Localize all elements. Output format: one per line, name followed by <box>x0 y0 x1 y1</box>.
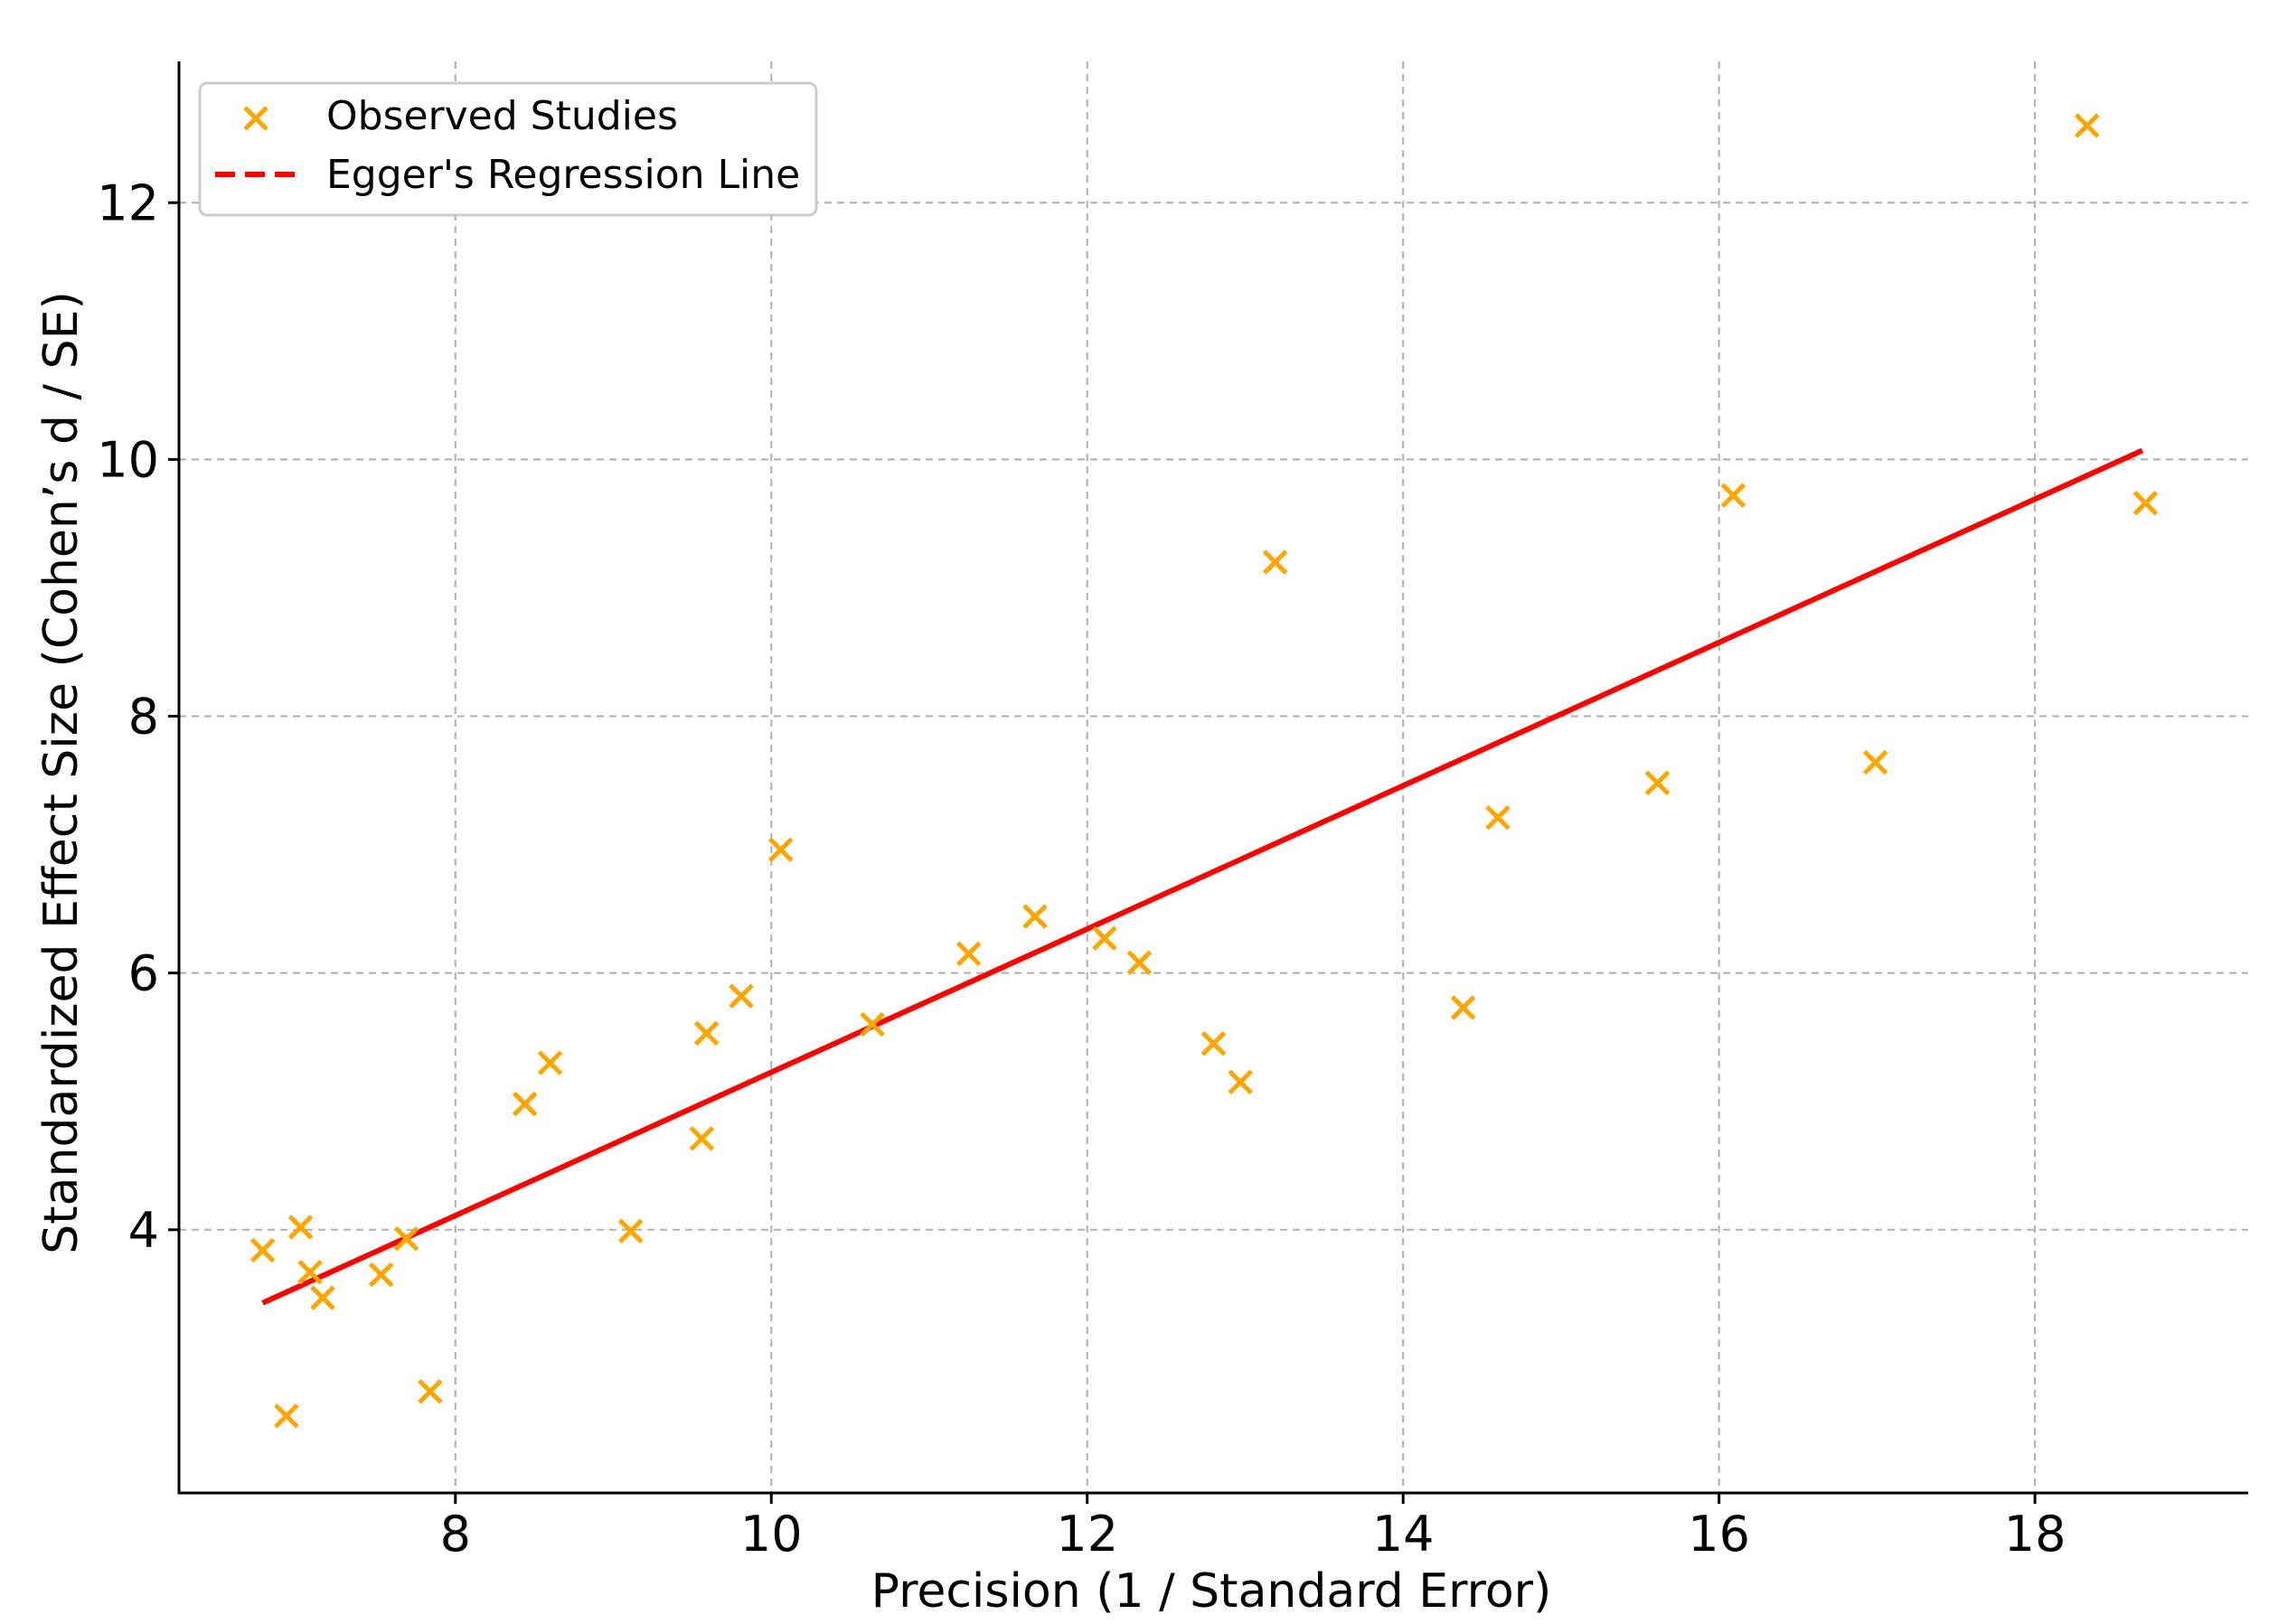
data-point <box>1720 483 1746 508</box>
data-point <box>860 1011 885 1037</box>
y-axis-label: Standardized Effect Size (Cohen’s d / SE… <box>34 291 89 1254</box>
data-point <box>310 1285 335 1310</box>
data-point <box>249 1237 276 1263</box>
marker-stroke <box>393 1225 419 1252</box>
legend-marker-observed <box>243 106 268 131</box>
marker-stroke <box>274 1403 299 1429</box>
data-point <box>689 1126 715 1151</box>
y-tick-label: 12 <box>97 174 159 231</box>
x-tick-label: 16 <box>1688 1506 1750 1563</box>
legend-label-observed: Observed Studies <box>326 93 678 139</box>
marker-stroke <box>1200 1031 1227 1056</box>
y-tick-label: 6 <box>128 945 159 1002</box>
y-tick-label: 10 <box>97 431 159 488</box>
data-point <box>1644 770 1671 796</box>
marker-stroke <box>1022 904 1048 929</box>
x-tick-label: 14 <box>1372 1506 1435 1563</box>
y-tick-label: 8 <box>128 689 159 746</box>
data-point <box>1022 904 1048 929</box>
legend: Observed Studies Egger's Regression Line <box>198 81 818 217</box>
marker-stroke <box>1644 770 1671 796</box>
data-point <box>1262 549 1288 575</box>
data-point <box>368 1262 394 1288</box>
legend-box <box>198 81 818 217</box>
data-point <box>2075 113 2100 138</box>
marker-stroke <box>297 1259 323 1285</box>
scatter-markers <box>249 113 2159 1429</box>
marker-stroke <box>729 983 754 1009</box>
marker-stroke <box>617 1218 644 1244</box>
marker-stroke <box>1720 483 1746 508</box>
data-point <box>617 1218 644 1244</box>
marker-stroke <box>1126 950 1153 976</box>
tick-labels: 8 10 12 14 16 18 4 6 8 10 12 <box>97 174 2066 1563</box>
x-axis-label: Precision (1 / Standard Error) <box>871 1564 1552 1619</box>
data-point <box>1228 1069 1253 1095</box>
marker-stroke <box>1092 925 1117 952</box>
data-point <box>1092 925 1117 952</box>
data-point <box>274 1403 299 1429</box>
x-tick-label: 18 <box>2004 1506 2066 1563</box>
y-tick-label: 4 <box>128 1202 159 1259</box>
marker-stroke <box>537 1050 563 1075</box>
marker-stroke <box>1862 749 1888 775</box>
data-point <box>767 837 794 863</box>
marker-stroke <box>693 1020 720 1047</box>
data-point <box>693 1020 720 1047</box>
marker-stroke <box>2075 113 2100 138</box>
data-point <box>2132 490 2159 516</box>
x-tick-label: 8 <box>440 1506 471 1563</box>
marker-stroke <box>249 1237 276 1263</box>
data-point <box>1485 804 1511 831</box>
regression-line-layer <box>261 447 2144 1306</box>
data-point <box>1126 950 1153 976</box>
legend-label-regression: Egger's Regression Line <box>326 152 800 198</box>
marker-stroke <box>860 1011 885 1037</box>
marker-stroke <box>1262 549 1288 575</box>
marker-stroke <box>310 1285 335 1310</box>
marker-stroke <box>2132 490 2159 516</box>
marker-stroke <box>512 1091 538 1117</box>
x-tick-label: 12 <box>1056 1506 1118 1563</box>
regression-line <box>261 447 2144 1306</box>
marker-stroke <box>368 1262 394 1288</box>
marker-stroke <box>418 1379 443 1404</box>
x-tick-label: 10 <box>740 1506 803 1563</box>
marker-stroke <box>1450 995 1476 1020</box>
data-point <box>418 1379 443 1404</box>
marker-stroke <box>1228 1069 1253 1095</box>
marker-stroke <box>955 941 982 967</box>
marker-stroke <box>1485 804 1511 831</box>
marker-stroke <box>767 837 794 863</box>
data-point <box>537 1050 563 1075</box>
data-point <box>1862 749 1888 775</box>
data-point <box>297 1259 323 1285</box>
data-point <box>1200 1031 1227 1056</box>
axes <box>168 61 2248 1504</box>
data-point <box>393 1225 419 1252</box>
data-point <box>729 983 754 1009</box>
data-point <box>512 1091 538 1117</box>
data-point <box>1450 995 1476 1020</box>
marker-stroke <box>287 1215 314 1240</box>
grid <box>179 61 2248 1493</box>
legend-x-marker <box>243 106 268 131</box>
marker-stroke <box>243 106 268 131</box>
marker-stroke <box>689 1126 715 1151</box>
data-point <box>287 1215 314 1240</box>
data-point <box>955 941 982 967</box>
